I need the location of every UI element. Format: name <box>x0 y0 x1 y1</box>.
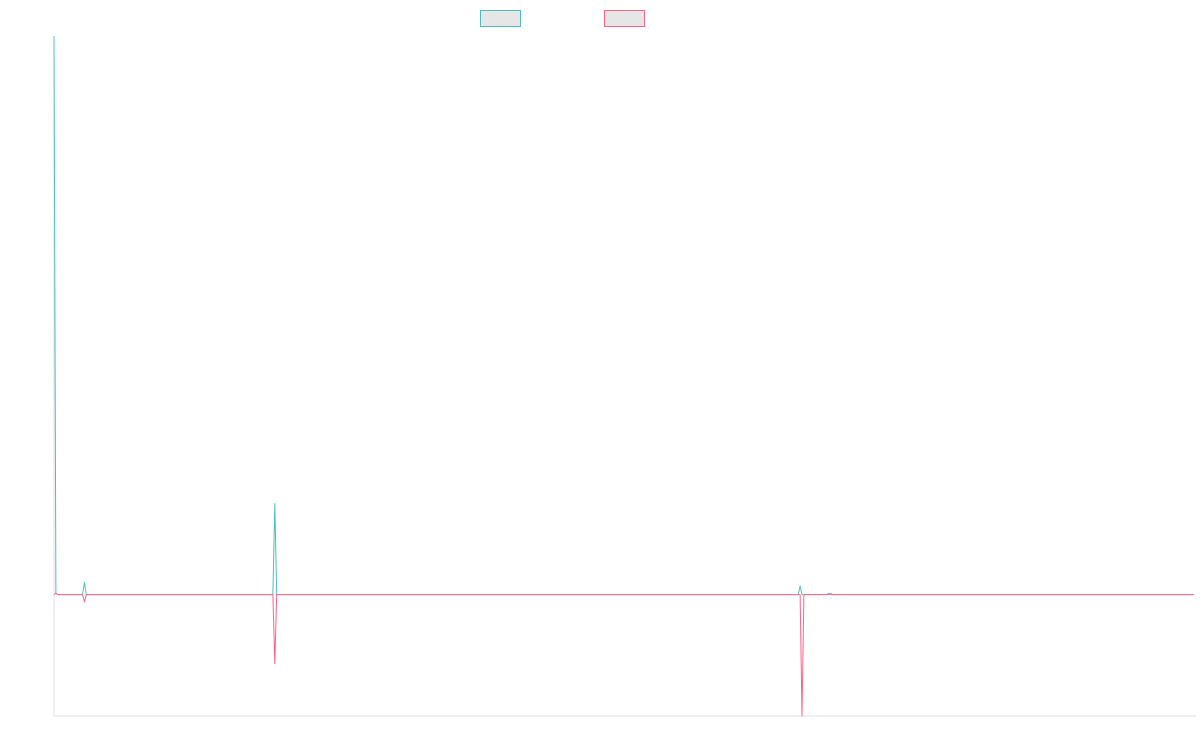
legend-swatch-1[interactable] <box>604 10 645 27</box>
legend-swatch-0[interactable] <box>480 10 521 27</box>
legend-item-1[interactable] <box>604 10 645 27</box>
series-line-0 <box>53 35 1195 596</box>
plot-area <box>53 35 1195 717</box>
legend[interactable] <box>480 10 645 27</box>
legend-item-0[interactable] <box>480 10 521 27</box>
series-line-1 <box>53 592 1195 717</box>
axes <box>53 36 1196 717</box>
